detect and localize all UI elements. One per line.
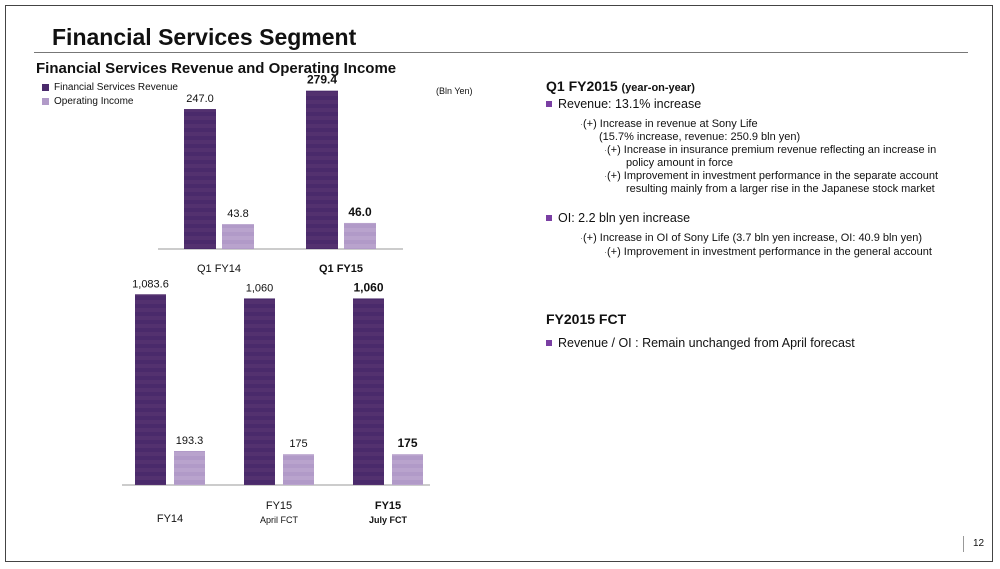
chart-1-data-label-oi-2: 46.0 xyxy=(348,205,372,219)
rev-line-1: ·(+) Increase in revenue at Sony Life xyxy=(580,118,758,130)
oi-line-1-text: (+) Increase in OI of Sony Life (3.7 bln… xyxy=(583,232,923,244)
chart-2-bar-revenue-2 xyxy=(244,298,275,485)
chart-2-bar-oi-3 xyxy=(392,454,423,485)
fct-bullet: Revenue / OI : Remain unchanged from Apr… xyxy=(546,336,855,350)
rev-line-1-text: (+) Increase in revenue at Sony Life xyxy=(583,118,758,130)
chart-1-data-label-revenue-2: 279.4 xyxy=(307,73,337,87)
chart-2-data-label-revenue-1: 1,083.6 xyxy=(132,278,169,290)
fct-heading: FY2015 FCT xyxy=(546,311,627,327)
chart-2-data-label-revenue-3: 1,060 xyxy=(353,280,383,294)
unit-label: (Bln Yen) xyxy=(436,86,473,96)
oi-line-2-text: (+) Improvement in investment performanc… xyxy=(607,246,932,258)
page-title: Financial Services Segment xyxy=(52,24,357,50)
chart-1-category-label-2: Q1 FY15 xyxy=(319,263,363,275)
chart-2-bar-revenue-3 xyxy=(353,298,384,485)
bullet-square-icon xyxy=(546,215,552,221)
q1-heading: Q1 FY2015 (year-on-year) xyxy=(546,78,695,94)
legend-label-revenue: Financial Services Revenue xyxy=(54,81,178,93)
chart-1-data-label-oi-1: 43.8 xyxy=(227,208,248,220)
legend-swatch-operating-income xyxy=(42,97,49,105)
chart-1-bar-oi-2 xyxy=(344,222,376,249)
legend-swatch-revenue xyxy=(42,83,49,91)
chart-2-data-label-oi-1: 193.3 xyxy=(176,435,204,447)
chart-2-bar-revenue-1 xyxy=(135,294,166,485)
chart-2-data-label-oi-2: 175 xyxy=(289,438,307,450)
chart-1-bar-revenue-1 xyxy=(184,109,216,250)
rev-line-6: resulting mainly from a larger rise in t… xyxy=(626,183,935,195)
chart-2-bar-oi-2 xyxy=(283,454,314,485)
chart-1-data-label-revenue-1: 247.0 xyxy=(186,93,214,105)
chart-2-data-label-revenue-2: 1,060 xyxy=(246,282,274,294)
oi-bullet: OI: 2.2 bln yen increase xyxy=(546,211,690,225)
legend-label-operating-income: Operating Income xyxy=(54,95,134,107)
oi-bullet-text: OI: 2.2 bln yen increase xyxy=(558,211,691,225)
rev-line-3: ·(+) Increase in insurance premium reven… xyxy=(604,144,937,156)
rev-line-5: ·(+) Improvement in investment performan… xyxy=(604,170,939,182)
bullet-square-icon xyxy=(546,101,552,107)
chart-1-bar-revenue-2 xyxy=(306,90,338,249)
rev-line-3-text: (+) Increase in insurance premium revenu… xyxy=(607,144,937,156)
bullet-square-icon xyxy=(546,340,552,346)
slide-frame xyxy=(5,5,993,562)
chart-1-category-label-1: Q1 FY14 xyxy=(197,263,241,275)
fct-bullet-text: Revenue / OI : Remain unchanged from Apr… xyxy=(558,336,855,350)
chart-2-data-label-oi-3: 175 xyxy=(397,436,417,450)
q1-heading-main: Q1 FY2015 xyxy=(546,78,618,94)
page-number: 12 xyxy=(963,536,984,552)
chart-2-category-label-2: FY15 xyxy=(266,500,292,512)
rev-line-4: policy amount in force xyxy=(626,157,733,169)
revenue-bullet: Revenue: 13.1% increase xyxy=(546,97,701,111)
chart-2-bar-oi-1 xyxy=(174,450,205,485)
rev-line-2: (15.7% increase, revenue: 250.9 bln yen) xyxy=(599,131,801,143)
chart-2-category-sublabel-2: April FCT xyxy=(260,515,299,525)
chart-2-category-sublabel-3: July FCT xyxy=(369,515,408,525)
title-divider xyxy=(34,52,968,53)
chart-2-category-label-1: FY14 xyxy=(157,513,183,525)
rev-line-5-text: (+) Improvement in investment performanc… xyxy=(607,170,939,182)
chart-legend: Financial Services Revenue Operating Inc… xyxy=(42,80,178,108)
chart-1-bar-oi-1 xyxy=(222,224,254,249)
chart-2-category-label-3: FY15 xyxy=(375,500,401,512)
revenue-bullet-text: Revenue: 13.1% increase xyxy=(558,97,702,111)
legend-item-operating-income: Operating Income xyxy=(42,94,178,108)
chart-subtitle: Financial Services Revenue and Operating… xyxy=(36,60,397,77)
legend-item-revenue: Financial Services Revenue xyxy=(42,80,178,94)
q1-heading-suffix: (year-on-year) xyxy=(621,82,695,94)
oi-line-2: ·(+) Improvement in investment performan… xyxy=(604,246,932,258)
oi-line-1: ·(+) Increase in OI of Sony Life (3.7 bl… xyxy=(580,232,923,244)
